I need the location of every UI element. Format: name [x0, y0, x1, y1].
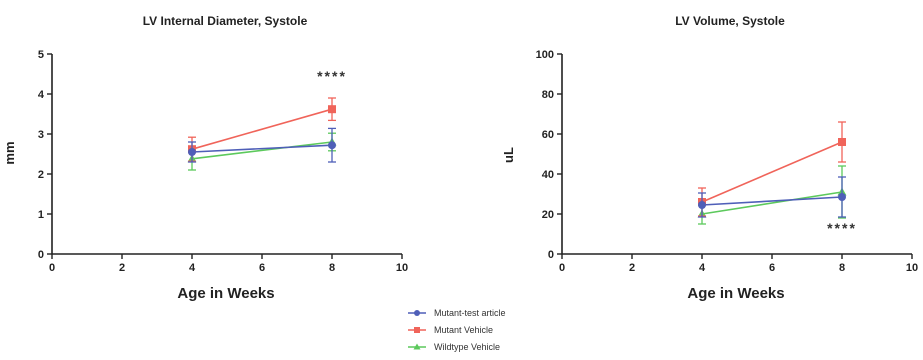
y-tick-label: 40 — [542, 169, 554, 181]
chart-2-ylabel: uL — [501, 147, 516, 163]
chart-1-ylabel: mm — [2, 141, 17, 164]
legend-square-marker-icon — [414, 327, 420, 333]
x-tick-label: 0 — [559, 262, 565, 274]
chart-lv-internal-diameter: LV Internal Diameter, Systole mm Age in … — [2, 14, 408, 302]
x-tick-label: 0 — [49, 262, 55, 274]
chart-1-plot: 0 2 4 6 8 10 0 1 2 3 4 5 — [38, 49, 408, 274]
series-line-wildtype-vehicle — [191, 141, 333, 160]
legend-circle-marker-icon — [414, 310, 420, 316]
chart-1-xlabel: Age in Weeks — [177, 285, 274, 302]
data-point-mutant-test-article — [188, 148, 196, 156]
x-tick-label: 10 — [906, 262, 918, 274]
x-tick-label: 8 — [329, 262, 335, 274]
x-tick-label: 6 — [259, 262, 265, 274]
legend-label-wildtype-vehicle: Wildtype Vehicle — [434, 342, 500, 352]
legend-item-mutant-vehicle: Mutant Vehicle — [408, 325, 493, 335]
legend: Mutant-test article Mutant Vehicle Wildt… — [408, 308, 506, 352]
x-tick-label: 2 — [629, 262, 635, 274]
legend-label-mutant-vehicle: Mutant Vehicle — [434, 325, 493, 335]
legend-triangle-marker-icon — [413, 343, 421, 350]
chart-2-xlabel: Age in Weeks — [687, 285, 784, 302]
x-tick-label: 4 — [189, 262, 196, 274]
data-point-mutant-vehicle — [328, 105, 336, 114]
y-tick-label: 3 — [38, 129, 44, 141]
y-tick-label: 80 — [542, 89, 554, 101]
y-tick-label: 5 — [38, 49, 44, 61]
chart-2-significance: **** — [827, 220, 857, 236]
chart-lv-volume: LV Volume, Systole uL Age in Weeks **** … — [501, 14, 918, 302]
x-tick-label: 8 — [839, 262, 845, 274]
x-tick-label: 4 — [699, 262, 706, 274]
y-tick-label: 2 — [38, 169, 44, 181]
series-line-mutant-vehicle — [701, 141, 843, 203]
series-line-mutant-test-article — [701, 196, 843, 206]
x-tick-label: 2 — [119, 262, 125, 274]
legend-label-mutant-test-article: Mutant-test article — [434, 308, 506, 318]
y-tick-label: 100 — [536, 49, 554, 61]
series-line-mutant-test-article — [191, 144, 333, 153]
y-tick-label: 0 — [548, 249, 554, 261]
data-point-mutant-test-article — [328, 141, 336, 150]
legend-item-wildtype-vehicle: Wildtype Vehicle — [408, 342, 500, 352]
y-tick-label: 1 — [38, 209, 44, 221]
y-tick-label: 0 — [38, 249, 44, 261]
y-tick-label: 4 — [38, 89, 45, 101]
chart-1-title: LV Internal Diameter, Systole — [143, 14, 308, 28]
x-tick-label: 10 — [396, 262, 408, 274]
y-tick-label: 20 — [542, 209, 554, 221]
data-point-mutant-vehicle — [838, 138, 846, 146]
legend-item-mutant-test-article: Mutant-test article — [408, 308, 506, 318]
data-point-mutant-test-article — [838, 193, 846, 201]
y-tick-label: 60 — [542, 129, 554, 141]
chart-1-significance: **** — [317, 68, 347, 84]
series-line-wildtype-vehicle — [701, 191, 843, 215]
series-line-mutant-vehicle — [191, 108, 333, 150]
data-point-mutant-test-article — [698, 201, 706, 209]
x-tick-label: 6 — [769, 262, 775, 274]
chart-2-title: LV Volume, Systole — [675, 14, 785, 28]
